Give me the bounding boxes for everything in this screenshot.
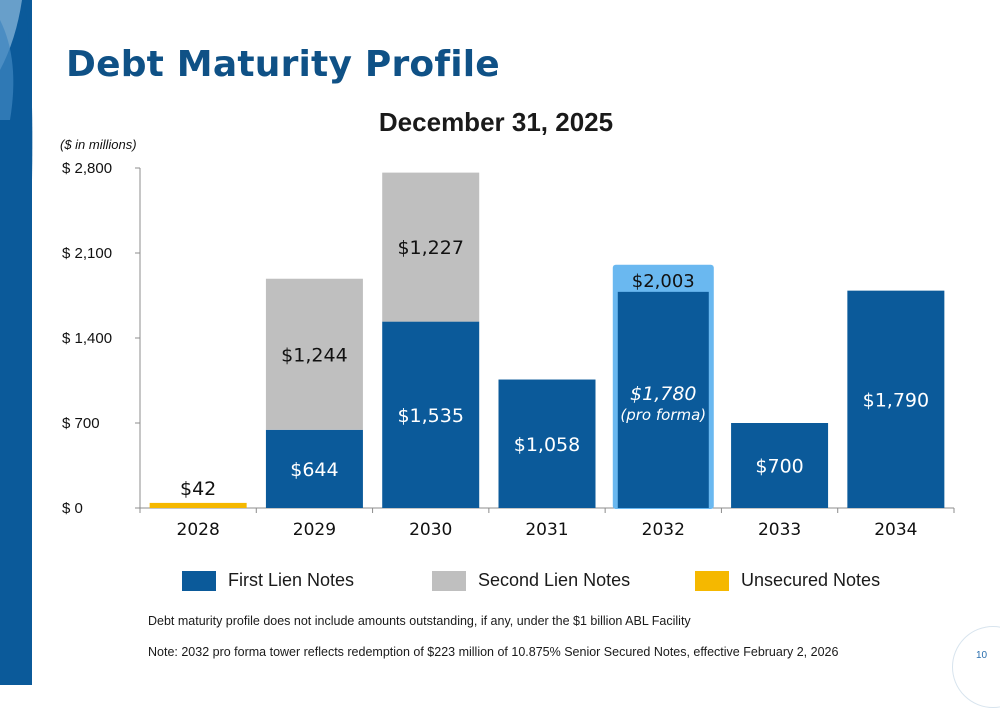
legend-swatch-second-lien bbox=[432, 570, 466, 591]
legend-item-second-lien: Second Lien Notes bbox=[432, 570, 630, 591]
legend-item-unsecured: Unsecured Notes bbox=[695, 570, 880, 591]
legend-swatch-first-lien bbox=[182, 570, 216, 591]
footnote-pro-forma: Note: 2032 pro forma tower reflects rede… bbox=[148, 645, 839, 659]
y-tick-label: $ 1,400 bbox=[62, 330, 112, 347]
bar-value-label: $42 bbox=[180, 478, 216, 500]
legend-label-unsecured: Unsecured Notes bbox=[741, 570, 881, 590]
x-tick-label: 2034 bbox=[874, 520, 917, 540]
bar-value-label: $1,058 bbox=[514, 434, 580, 456]
chart-title: December 31, 2025 bbox=[378, 107, 614, 137]
y-tick-label: $ 2,800 bbox=[62, 160, 112, 177]
bar-value-label: $1,535 bbox=[397, 405, 463, 427]
bar-value-label: $1,227 bbox=[397, 237, 463, 259]
chart-legend: First Lien Notes Second Lien Notes Unsec… bbox=[0, 570, 1000, 596]
bar-unsecured-notes-2028 bbox=[149, 502, 247, 508]
y-tick-label: $ 2,100 bbox=[62, 245, 112, 262]
bar-value-label: $700 bbox=[755, 456, 803, 478]
bar-first-lien-notes-2032 bbox=[617, 291, 709, 508]
bar-first-lien-notes-2033 bbox=[731, 423, 829, 508]
legend-item-first-lien: First Lien Notes bbox=[182, 570, 354, 591]
legend-swatch-unsecured bbox=[695, 570, 729, 591]
bar-first-lien-notes-2031 bbox=[498, 379, 596, 508]
page-number-circle bbox=[952, 626, 1000, 708]
x-tick-label: 2030 bbox=[409, 520, 452, 540]
x-tick-label: 2033 bbox=[758, 520, 801, 540]
bar-value-label: $1,244 bbox=[281, 344, 347, 366]
legend-label-second-lien: Second Lien Notes bbox=[478, 570, 631, 590]
y-tick-label: $ 0 bbox=[62, 500, 83, 517]
x-tick-label: 2029 bbox=[293, 520, 336, 540]
y-tick-label: $ 700 bbox=[62, 415, 100, 432]
left-decorative-swoosh bbox=[0, 0, 33, 180]
page-title: Debt Maturity Profile bbox=[66, 44, 500, 85]
page-number: 10 bbox=[976, 650, 988, 661]
bar-first-lien-notes-2034 bbox=[847, 290, 945, 508]
pro-forma-note: (pro forma) bbox=[620, 406, 706, 424]
bar-first-lien-notes-2030 bbox=[382, 321, 480, 508]
x-tick-label: 2032 bbox=[642, 520, 685, 540]
bar-second-lien-notes-2030 bbox=[382, 172, 480, 322]
debt-maturity-chart: $ 0 $ 700 $ 1,400 $ 2,100 $ 2,800 $2,003 $42 20… bbox=[62, 160, 955, 540]
bar-value-label: $644 bbox=[290, 459, 338, 481]
page-number-badge: 10 bbox=[952, 626, 1000, 708]
bar-value-label: $1,790 bbox=[863, 389, 929, 411]
bar-second-lien-notes-2029 bbox=[265, 278, 363, 430]
bar-value-label: $1,780 bbox=[630, 383, 696, 405]
x-tick-label: 2028 bbox=[177, 520, 220, 540]
footnote-abl: Debt maturity profile does not include a… bbox=[148, 614, 691, 628]
legend-label-first-lien: First Lien Notes bbox=[228, 570, 355, 590]
units-note: ($ in millions) bbox=[60, 137, 137, 152]
pro-forma-total-label: $2,003 bbox=[632, 271, 695, 292]
bar-first-lien-notes-2029 bbox=[265, 429, 363, 508]
x-tick-label: 2031 bbox=[525, 520, 568, 540]
